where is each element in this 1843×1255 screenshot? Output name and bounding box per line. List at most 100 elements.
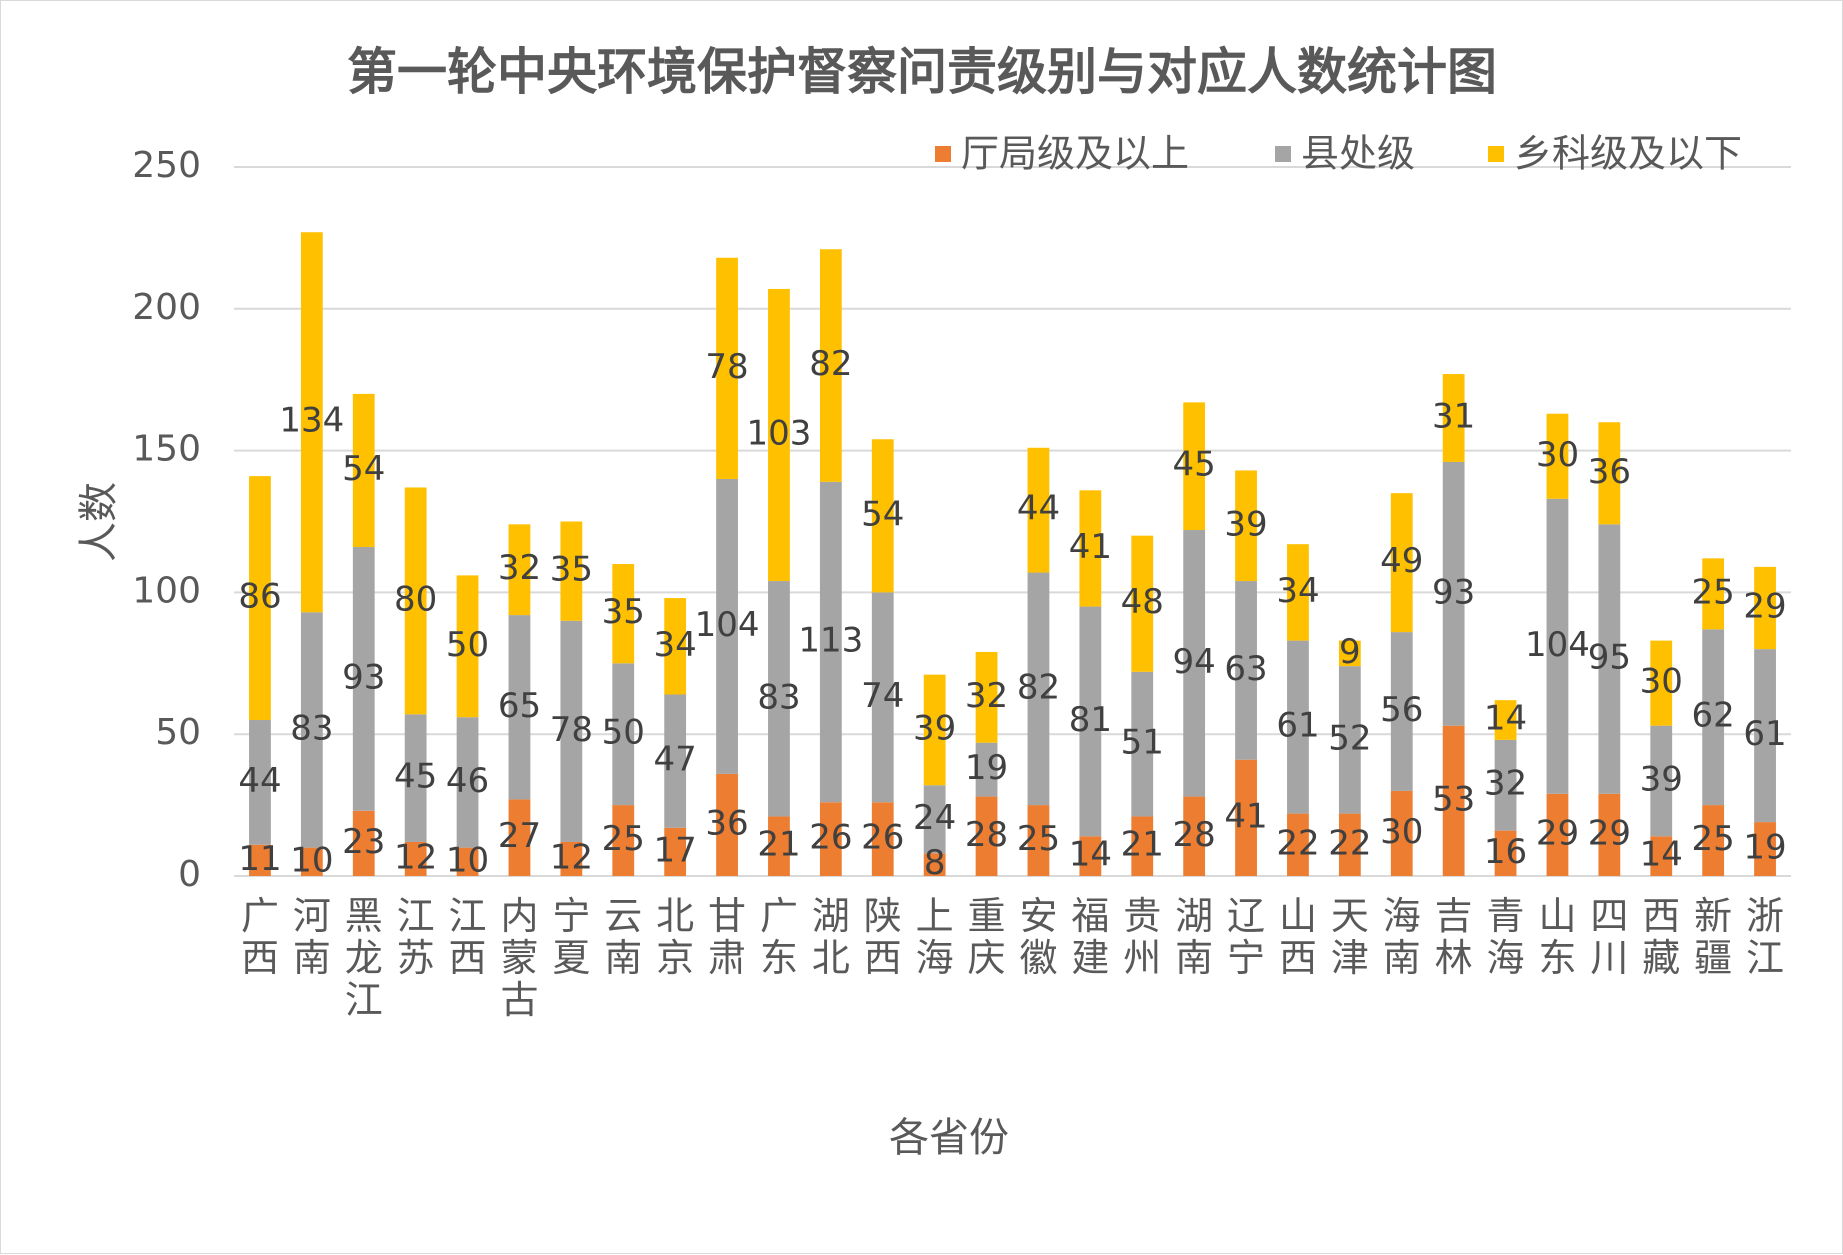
- bar-segment: [456, 717, 479, 848]
- bar-segment: [508, 524, 531, 616]
- data-label: 134: [279, 401, 344, 441]
- bar-segment: [1338, 640, 1361, 667]
- data-label: 25: [1692, 819, 1735, 859]
- data-label: 44: [1017, 489, 1060, 529]
- x-category-label: 新疆: [1694, 894, 1732, 980]
- data-label: 31: [1432, 396, 1475, 436]
- bar-segment: [1546, 498, 1569, 794]
- x-category-label: 湖北: [812, 894, 850, 980]
- data-label: 22: [1328, 823, 1371, 863]
- y-tick-label: 50: [155, 712, 201, 753]
- bar-segment: [871, 439, 894, 593]
- data-label: 30: [1536, 435, 1579, 475]
- bar-segment: [1338, 666, 1361, 814]
- x-category-label: 山东: [1538, 894, 1576, 980]
- y-tick-label: 150: [132, 429, 201, 470]
- bar-segment: [1027, 572, 1050, 806]
- data-label: 41: [1069, 527, 1112, 567]
- bar-segment: [612, 805, 635, 876]
- bar-segment: [1287, 544, 1309, 641]
- legend-label: 乡科级及以下: [1514, 132, 1742, 176]
- y-axis-ticks: 0 50 100 150 200 250: [132, 145, 201, 895]
- y-tick-label: 250: [132, 145, 201, 186]
- x-category-label: 甘肃: [708, 894, 746, 980]
- data-label: 104: [695, 605, 760, 645]
- x-category-label: 内蒙古: [500, 894, 538, 1022]
- bar-segment: [819, 249, 842, 482]
- x-category-label: 上海: [916, 894, 954, 980]
- bar-segment: [249, 844, 271, 876]
- data-label: 27: [498, 816, 541, 856]
- data-label: 49: [1380, 541, 1423, 581]
- chart-title: 第一轮中央环境保护督察问责级别与对应人数统计图: [347, 43, 1497, 101]
- data-label: 25: [1692, 572, 1735, 612]
- bar-segment: [1027, 805, 1050, 876]
- bar-segment: [560, 620, 583, 842]
- bar-segment: [1131, 671, 1154, 817]
- data-label: 46: [446, 761, 489, 801]
- data-label: 36: [1588, 452, 1631, 492]
- bar-segment: [1079, 836, 1102, 876]
- x-category-label: 安徽: [1019, 894, 1057, 980]
- bar-segment: [1650, 836, 1673, 876]
- x-category-label: 贵州: [1123, 894, 1161, 980]
- x-category-label: 四川: [1590, 894, 1628, 980]
- bar-segment: [1754, 822, 1776, 876]
- bar-segment: [1442, 461, 1465, 726]
- bar-segment: [819, 802, 842, 876]
- data-label: 32: [965, 676, 1008, 716]
- bars: [249, 232, 1776, 876]
- data-label: 16: [1484, 832, 1527, 872]
- x-category-label: 重庆: [968, 894, 1006, 980]
- bar-segment: [249, 720, 271, 845]
- x-category-label: 河南: [293, 894, 331, 980]
- data-label: 12: [394, 837, 437, 877]
- data-label: 29: [1743, 586, 1786, 626]
- data-label: 19: [965, 748, 1008, 788]
- data-label: 54: [861, 494, 904, 534]
- data-label: 45: [1173, 445, 1216, 485]
- bar-segment: [1754, 649, 1776, 823]
- data-label: 8: [924, 843, 946, 883]
- x-category-label: 北京: [656, 894, 694, 980]
- data-label: 29: [1588, 813, 1631, 853]
- bar-segment: [1183, 796, 1206, 876]
- x-category-label: 广东: [760, 894, 798, 980]
- data-label: 47: [654, 740, 697, 780]
- legend-swatch: [1488, 146, 1504, 162]
- data-labels: 1144861083134239354124580104650276532127…: [238, 344, 1786, 883]
- data-label: 34: [654, 625, 697, 665]
- bar-segment: [508, 799, 531, 876]
- y-axis-title: 人数: [76, 482, 122, 562]
- data-label: 54: [342, 449, 385, 489]
- y-tick-label: 100: [132, 570, 201, 611]
- x-category-label: 湖南: [1175, 894, 1213, 980]
- bar-segment: [1494, 830, 1517, 876]
- data-label: 93: [1432, 572, 1475, 612]
- x-category-label: 宁夏: [552, 894, 590, 980]
- x-category-label: 山西: [1279, 894, 1317, 980]
- x-category-label: 海南: [1383, 894, 1421, 980]
- data-label: 12: [550, 837, 593, 877]
- data-label: 62: [1692, 696, 1735, 736]
- data-label: 39: [1640, 759, 1683, 799]
- data-label: 36: [705, 803, 748, 843]
- bar-segment: [1390, 790, 1413, 876]
- data-label: 50: [602, 713, 645, 753]
- bar-segment: [352, 393, 375, 548]
- gridlines: [234, 166, 1791, 877]
- data-label: 30: [1380, 812, 1423, 852]
- data-label: 25: [602, 819, 645, 859]
- data-label: 29: [1536, 813, 1579, 853]
- bar-segment: [768, 581, 790, 817]
- data-label: 21: [1121, 825, 1164, 865]
- x-category-label: 辽宁: [1227, 894, 1265, 980]
- x-category-label: 天津: [1331, 894, 1369, 980]
- bar-segment: [612, 663, 635, 806]
- data-label: 28: [965, 815, 1008, 855]
- data-label: 82: [1017, 667, 1060, 707]
- bar-segment: [1287, 640, 1309, 814]
- legend-label: 厅局级及以上: [961, 132, 1189, 176]
- bar-segment: [871, 802, 894, 876]
